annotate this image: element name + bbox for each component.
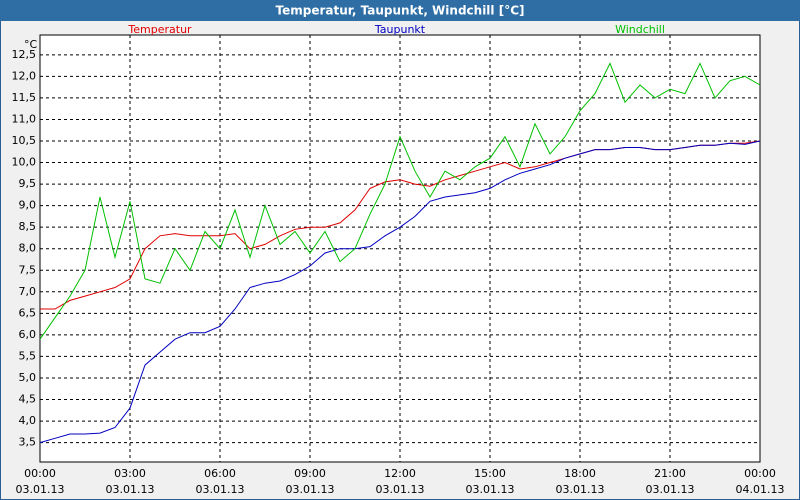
y-tick-label: 9,0 — [19, 199, 37, 212]
series-line — [39, 62, 761, 340]
y-tick-label: 10,0 — [12, 156, 37, 169]
x-tick-label: 00:00 — [24, 467, 56, 480]
x-tick-date: 03.01.13 — [286, 483, 335, 496]
y-tick-label: 5,0 — [19, 371, 37, 384]
y-tick-label: 8,0 — [19, 242, 37, 255]
x-tick-date: 03.01.13 — [16, 483, 65, 496]
x-tick-date: 03.01.13 — [106, 483, 155, 496]
legend-label: Temperatur — [127, 23, 192, 36]
y-tick-label: 11,5 — [12, 91, 37, 104]
y-tick-label: 5,5 — [19, 349, 37, 362]
series-line — [39, 140, 761, 444]
chart-title: Temperatur, Taupunkt, Windchill [°C] — [276, 4, 525, 18]
x-tick-date: 03.01.13 — [196, 483, 245, 496]
y-tick-label: 3,5 — [19, 436, 37, 449]
x-tick-date: 03.01.13 — [646, 483, 695, 496]
y-tick-label: 10,5 — [12, 134, 37, 147]
y-tick-label: 12,5 — [12, 48, 37, 61]
x-tick-label: 09:00 — [294, 467, 326, 480]
legend-label: Windchill — [615, 23, 665, 36]
y-tick-label: 4,5 — [19, 393, 37, 406]
x-tick-label: 21:00 — [654, 467, 686, 480]
y-tick-label: 7,0 — [19, 285, 37, 298]
x-tick-label: 12:00 — [384, 467, 416, 480]
y-tick-label: 6,0 — [19, 328, 37, 341]
title-bar — [0, 0, 800, 21]
legend-label: Taupunkt — [374, 23, 426, 36]
x-tick-label: 15:00 — [474, 467, 506, 480]
x-tick-date: 04.01.13 — [736, 483, 785, 496]
y-tick-label: 9,5 — [19, 177, 37, 190]
x-tick-label: 18:00 — [564, 467, 596, 480]
y-tick-label: 7,5 — [19, 263, 37, 276]
y-tick-label: 4,0 — [19, 414, 37, 427]
x-tick-label: 06:00 — [204, 467, 236, 480]
x-tick-date: 03.01.13 — [556, 483, 605, 496]
y-tick-label: 8,5 — [19, 220, 37, 233]
y-tick-label: 11,0 — [12, 112, 37, 125]
x-tick-label: 00:00 — [744, 467, 776, 480]
x-tick-date: 03.01.13 — [466, 483, 515, 496]
y-tick-label: 12,0 — [12, 69, 37, 82]
y-tick-label: 6,5 — [19, 306, 37, 319]
x-tick-date: 03.01.13 — [376, 483, 425, 496]
y-unit: °C — [24, 38, 38, 51]
x-tick-label: 03:00 — [114, 467, 146, 480]
